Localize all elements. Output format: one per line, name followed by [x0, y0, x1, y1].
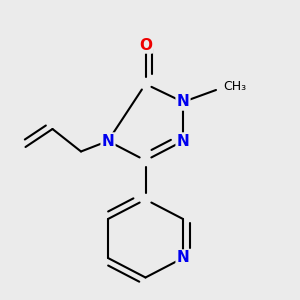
- Text: N: N: [102, 134, 114, 148]
- Text: N: N: [177, 250, 189, 266]
- Text: CH₃: CH₃: [224, 80, 247, 94]
- Text: N: N: [177, 134, 189, 148]
- Text: O: O: [139, 38, 152, 52]
- Text: N: N: [177, 94, 189, 110]
